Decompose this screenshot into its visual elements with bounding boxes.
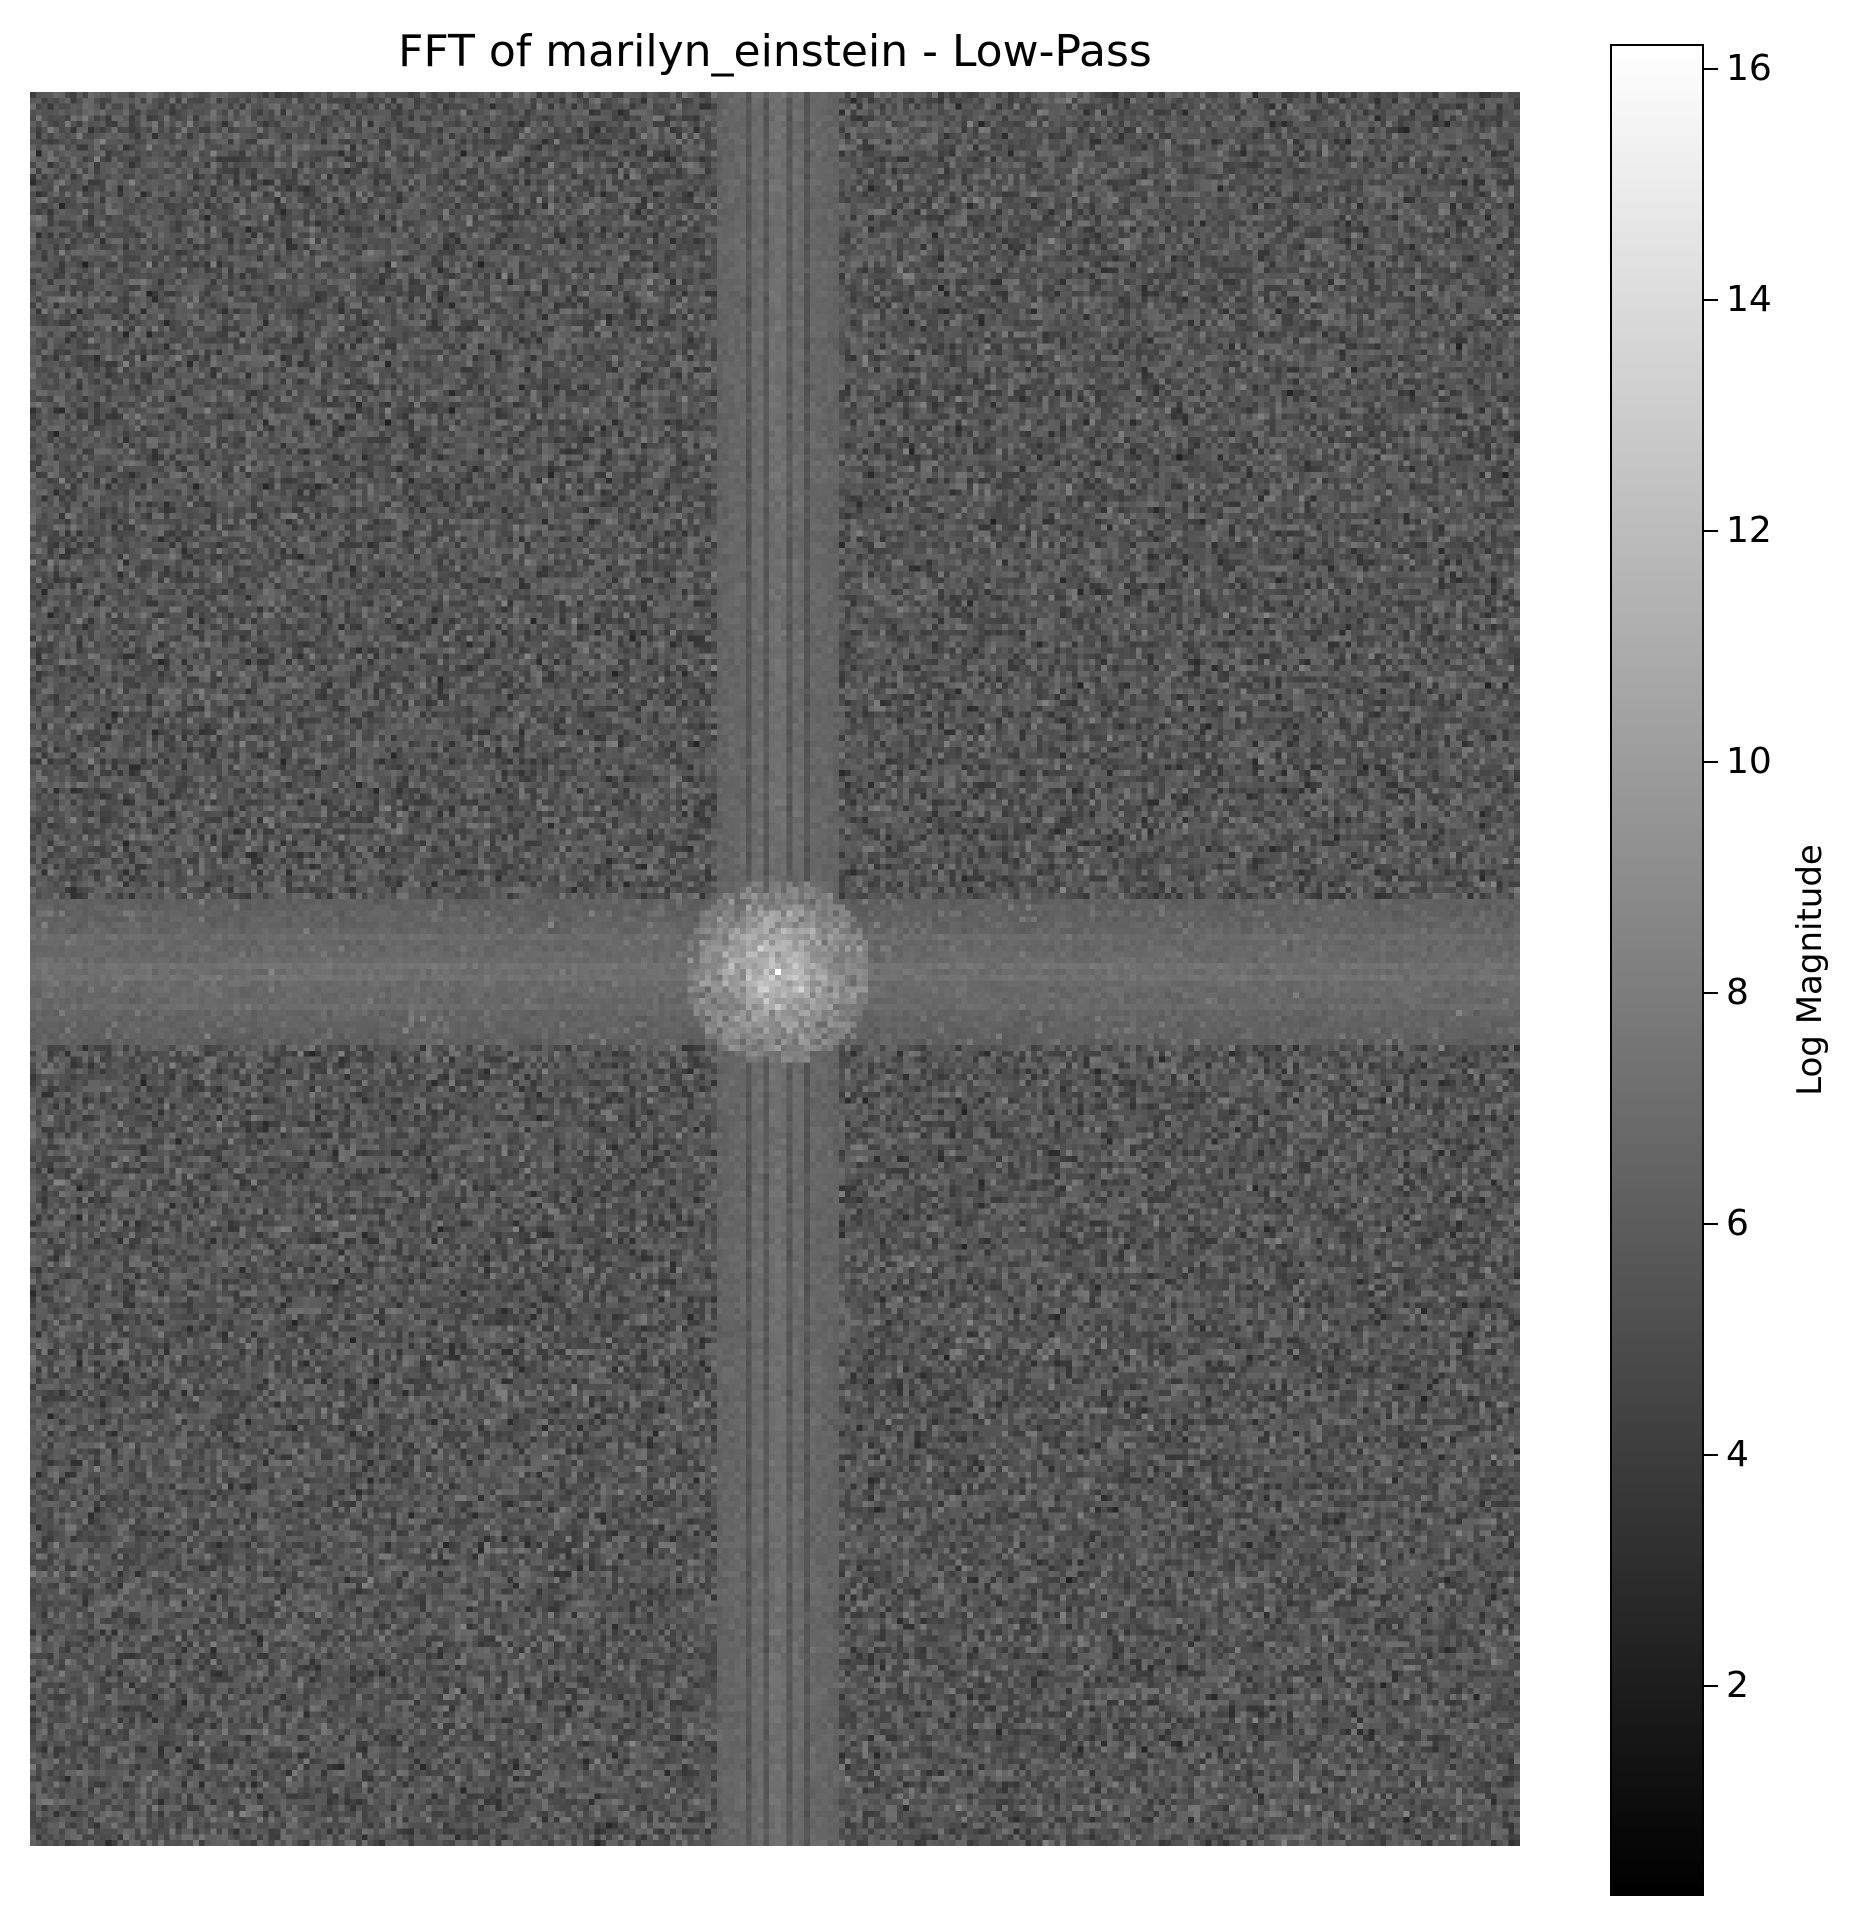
colorbar-tick-label: 6: [1726, 1203, 1749, 1245]
colorbar-tick-label: 8: [1726, 972, 1749, 1014]
colorbar-tick: [1704, 530, 1718, 533]
colorbar-tick: [1704, 1454, 1718, 1457]
colorbar-tick: [1704, 1685, 1718, 1688]
colorbar-tick-label: 2: [1726, 1665, 1749, 1707]
colorbar-tick-label: 14: [1726, 279, 1772, 321]
colorbar-tick-label: 16: [1726, 48, 1772, 90]
colorbar-tick: [1704, 992, 1718, 995]
colorbar-tick-label: 10: [1726, 741, 1772, 783]
chart-title: FFT of marilyn_einstein - Low-Pass: [398, 26, 1152, 77]
colorbar: [1610, 44, 1704, 1896]
fft-magnitude-heatmap: [30, 92, 1520, 1846]
colorbar-tick: [1704, 761, 1718, 764]
colorbar-tick-label: 12: [1726, 510, 1772, 552]
colorbar-tick: [1704, 299, 1718, 302]
colorbar-tick-label: 4: [1726, 1434, 1749, 1476]
colorbar-label: Log Magnitude: [1790, 844, 1830, 1096]
colorbar-tick: [1704, 1223, 1718, 1226]
colorbar-tick: [1704, 68, 1718, 71]
